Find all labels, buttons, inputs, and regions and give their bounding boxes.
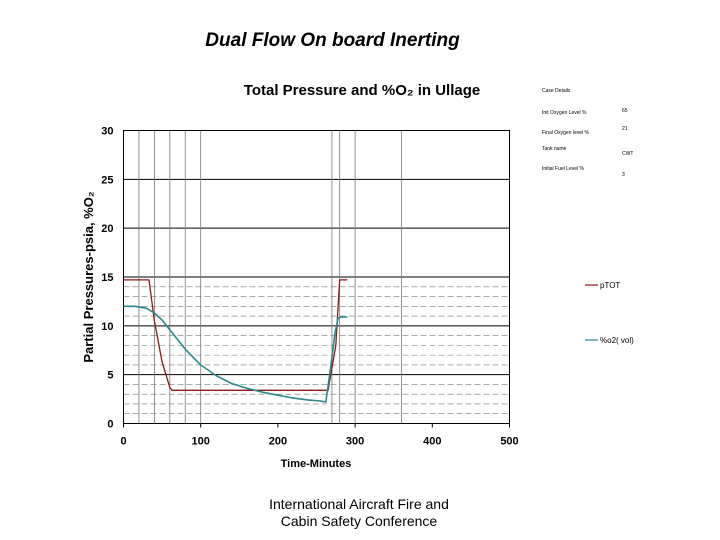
case-details: Case Details Init Oxygen Level % 65 Fina… [542, 88, 633, 178]
y-tick-label: 5 [107, 370, 113, 382]
case-row-value: 65 [622, 108, 628, 114]
footer-line-1: International Aircraft Fire and [269, 496, 449, 512]
y-tick-label: 0 [107, 419, 113, 431]
footer: International Aircraft Fire and Cabin Sa… [244, 496, 474, 530]
y-tick-label: 25 [101, 174, 113, 186]
case-row-value: 21 [622, 126, 628, 132]
y-tick-label: 30 [101, 126, 113, 138]
x-tick-label: 500 [500, 436, 518, 448]
case-row-label: Final Oxygen level % [542, 130, 590, 136]
x-tick-label: 100 [192, 436, 210, 448]
case-row-label: Tank name [542, 146, 567, 152]
case-row-value: 3 [622, 172, 625, 178]
y-tick-label: 15 [101, 272, 113, 284]
x-tick-label: 400 [423, 436, 441, 448]
case-row-value: CWT [622, 151, 633, 157]
y-tick-label: 20 [101, 223, 113, 235]
case-row-label: Init Oxygen Level % [542, 110, 587, 116]
x-axis-label: Time-Minutes [281, 458, 352, 470]
legend: pTOT %o2( vol) [585, 281, 634, 345]
y-tick-label: 10 [101, 321, 113, 333]
slide-title: Dual Flow On board Inerting [205, 30, 460, 51]
series-line-o2 [123, 305, 348, 403]
footer-line-2: Cabin Safety Conference [280, 513, 438, 529]
legend-label-o2: %o2( vol) [600, 336, 634, 345]
x-tick-label: 0 [120, 436, 126, 448]
legend-label-ptot: pTOT [600, 281, 620, 290]
y-axis-label: Partial Pressures-psia, %O₂ [81, 191, 96, 362]
x-tick-label: 300 [346, 436, 364, 448]
chart-title: Total Pressure and %O₂ in Ullage [244, 82, 480, 99]
series-line-ptot [123, 279, 348, 391]
x-tick-label: 200 [269, 436, 287, 448]
case-details-heading: Case Details [542, 88, 571, 94]
case-row-label: Initial Fuel Level % [542, 166, 585, 172]
